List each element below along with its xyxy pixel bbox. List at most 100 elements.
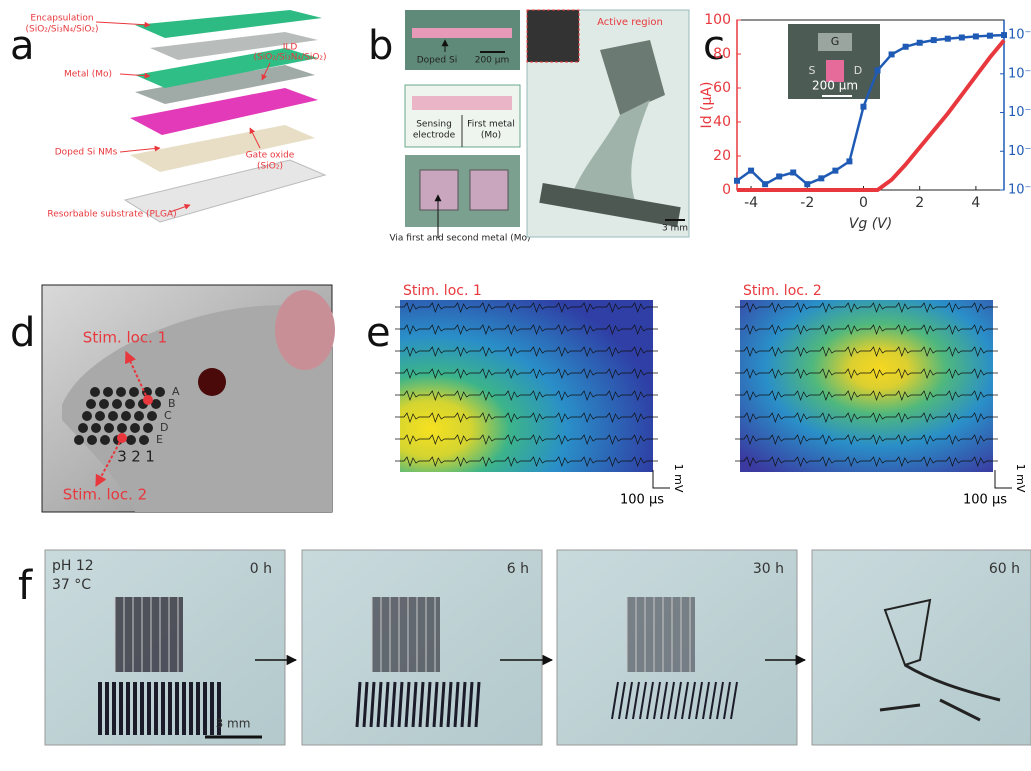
label: Resorbable substrate (PLGA) (47, 210, 176, 220)
panel-d: ABCDE321 Stim. loc. 1 Stim. loc. 2 (42, 285, 335, 512)
column-label: 3 (117, 448, 127, 466)
electrode (134, 411, 144, 421)
label: 1 mV (672, 464, 685, 493)
electrode (91, 423, 101, 433)
electrode (100, 435, 110, 445)
x-tick-label: -2 (800, 195, 814, 211)
y-tick-label: 100 (704, 12, 731, 28)
x-axis-label: Vg (V) (849, 216, 892, 232)
label: Gate oxide (246, 151, 295, 161)
y-tick-label: 40 (713, 114, 731, 130)
y-tick-label: 20 (713, 148, 731, 164)
label: Doped Si NMs (55, 148, 118, 158)
y2-tick-label: 10⁻⁸ (1008, 105, 1031, 120)
label: (SiO₂/Si₃N₄/SiO₂) (253, 53, 326, 63)
y-axis-label: Id (μA) (699, 82, 715, 129)
panel-a: Encapsulation (SiO₂/Si₃N₄/SiO₂) ILD (SiO… (25, 10, 326, 222)
panel-label: e (366, 310, 391, 356)
panel-c-inset: GSD200 μm (788, 24, 880, 99)
metal-strip (412, 96, 512, 110)
x-tick-label: 4 (971, 195, 980, 211)
column-label: 2 (131, 448, 141, 466)
electrode (112, 399, 122, 409)
label: Doped Si (417, 56, 457, 66)
label: Active region (597, 17, 663, 28)
electrode (108, 411, 118, 421)
time-label: 0 h (250, 561, 272, 577)
electrode (103, 387, 113, 397)
label: 37 °C (52, 577, 91, 593)
electrode (95, 411, 105, 421)
label: 1 mV (1014, 464, 1027, 493)
encapsulation (135, 10, 322, 38)
label: pH 12 (52, 558, 94, 574)
electrode (147, 411, 157, 421)
figure: a b c d e f Encapsulation (SiO₂/Si₃N₄/Si… (0, 0, 1031, 771)
electrode (139, 435, 149, 445)
y2-tick-label: 10⁻⁴ (1008, 28, 1031, 43)
label: Stim. loc. 1 (403, 283, 482, 299)
electrode (86, 399, 96, 409)
ear (275, 290, 335, 370)
column-label: 1 (145, 448, 155, 466)
page: Figure {"figure": { "panel_labels": ["a"… (0, 0, 1031, 771)
time-label: 30 h (753, 561, 784, 577)
label: Encapsulation (30, 14, 93, 24)
electrode (74, 435, 84, 445)
electrode (143, 423, 153, 433)
label: 100 μs (620, 493, 664, 508)
label: Stim. loc. 2 (743, 283, 822, 299)
label: Stim. loc. 1 (83, 329, 167, 347)
y2-tick-label: 10⁻⁶ (1008, 66, 1031, 81)
body: a b c d e f Encapsulation (SiO₂/Si₃N₄/Si… (0, 0, 1031, 771)
label: 3 mm (662, 224, 688, 234)
label: 3 mm (216, 717, 251, 731)
label: 100 μs (963, 493, 1007, 508)
electrode (121, 411, 131, 421)
electrode (129, 387, 139, 397)
heatmap (740, 300, 993, 472)
panel-label: d (10, 310, 35, 356)
label: (SiO₂/Si₃N₄/SiO₂) (25, 25, 98, 35)
row-label: E (156, 433, 163, 446)
via (470, 170, 508, 210)
scale-bar (995, 470, 1012, 488)
electrode (155, 387, 165, 397)
doped-strip (412, 28, 512, 38)
scale-bar (653, 470, 670, 488)
label: (Mo) (481, 131, 501, 141)
time-label: 6 h (507, 561, 529, 577)
x-tick-label: 0 (859, 195, 868, 211)
time-label: 60 h (989, 561, 1020, 577)
electrode (82, 411, 92, 421)
label: D (854, 64, 862, 77)
label: G (831, 35, 840, 48)
electrode (90, 387, 100, 397)
electrode (104, 423, 114, 433)
label: electrode (413, 131, 456, 141)
heatmap (400, 300, 653, 472)
panel-e: Stim. loc. 1 Stim. loc. 2 1 mV 1 mV 100 … (395, 283, 1027, 508)
via (420, 170, 458, 210)
panel-b: Doped Si 200 μm Sensing electrode First … (389, 10, 689, 244)
eye (198, 368, 226, 396)
electrode (125, 399, 135, 409)
electrode (126, 435, 136, 445)
label: Stim. loc. 2 (63, 486, 147, 504)
mesh (627, 597, 695, 672)
panel-label: b (368, 23, 393, 69)
electrode (78, 423, 88, 433)
mesh (115, 597, 183, 672)
label: S (809, 64, 816, 77)
label: Sensing (416, 120, 452, 130)
label: (SiO₂) (257, 162, 283, 172)
electrode (99, 399, 109, 409)
electrode (130, 423, 140, 433)
x-tick-label: -4 (744, 195, 758, 211)
label: Via first and second metal (Mo) (389, 234, 530, 244)
panel-f: pH 12 37 °C 0 h 6 h 30 h 60 h 3 mm (45, 550, 1031, 745)
x-tick-label: 2 (915, 195, 924, 211)
leader (96, 22, 150, 25)
label: 200 μm (475, 56, 510, 66)
electrode (87, 435, 97, 445)
